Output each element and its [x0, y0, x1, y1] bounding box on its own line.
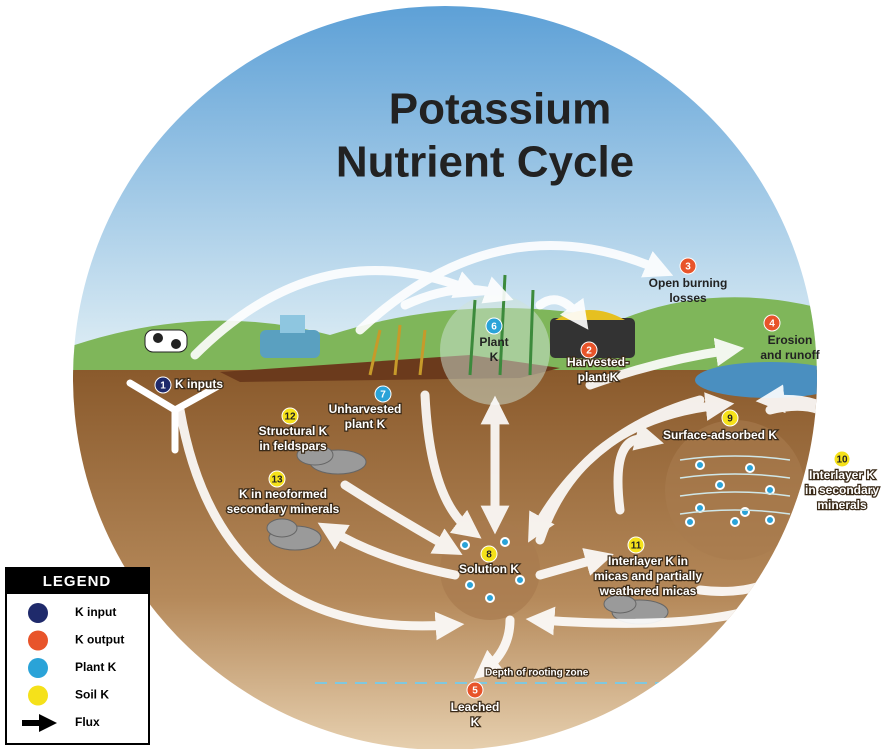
title: Nutrient Cycle: [336, 138, 634, 187]
node-label: Surface-adsorbed K: [663, 428, 777, 442]
node-label: plant K: [345, 417, 386, 431]
node-number: 6: [491, 322, 497, 333]
node-label: Interlayer K in: [608, 554, 688, 568]
node: 1 K inputs: [155, 377, 223, 393]
node-label: K: [471, 715, 480, 729]
node-label: minerals: [817, 498, 867, 512]
node-number: 10: [836, 455, 848, 466]
title: Potassium: [389, 85, 612, 134]
node-number: 9: [727, 414, 733, 425]
node-label: Harvested-: [567, 355, 629, 369]
node-label: K inputs: [175, 377, 223, 391]
legend-label: Soil K: [75, 688, 109, 702]
legend-swatch: [28, 631, 48, 651]
node-number: 3: [685, 262, 691, 273]
legend: LEGEND K input K output Plant K Soil K Flux: [6, 568, 149, 744]
depth-label: Depth of rooting zone: [485, 668, 589, 679]
node-label: Leached: [451, 700, 500, 714]
node-label: secondary minerals: [227, 502, 340, 516]
node-label: Solution K: [459, 562, 519, 576]
node-label: K in neoformed: [239, 487, 327, 501]
node-number: 5: [472, 686, 478, 697]
node-label: losses: [669, 291, 707, 305]
node-label: Open burning: [649, 276, 728, 290]
legend-swatch: [28, 686, 48, 706]
node-label: micas and partially: [594, 569, 702, 583]
legend-label: K output: [75, 633, 124, 647]
diagram: Depth of rooting zone Potassium Nutrient…: [0, 0, 887, 749]
node-number: 7: [380, 390, 386, 401]
node-label: K: [490, 350, 499, 364]
node-number: 13: [271, 475, 283, 486]
node-label: Structural K: [259, 424, 328, 438]
node-label: Interlayer K: [809, 468, 875, 482]
node-label: and runoff: [760, 348, 820, 362]
node-label: weathered micas: [599, 584, 697, 598]
legend-label: Flux: [75, 715, 100, 729]
node-label: Erosion: [768, 333, 813, 347]
node-label: Unharvested: [329, 402, 402, 416]
node-label: in secondary: [805, 483, 879, 497]
node-number: 8: [486, 550, 492, 561]
legend-label: Plant K: [75, 660, 117, 674]
node-label: plant K: [578, 370, 619, 384]
node-number: 4: [769, 319, 775, 330]
node-number: 1: [160, 381, 166, 392]
legend-label: K input: [75, 605, 116, 619]
node-label: in feldspars: [259, 439, 327, 453]
node-number: 12: [284, 412, 296, 423]
node-label: Plant: [479, 335, 508, 349]
node-number: 11: [631, 541, 642, 552]
legend-swatch: [28, 603, 48, 623]
legend-title: LEGEND: [43, 573, 112, 590]
legend-swatch: [28, 658, 48, 678]
